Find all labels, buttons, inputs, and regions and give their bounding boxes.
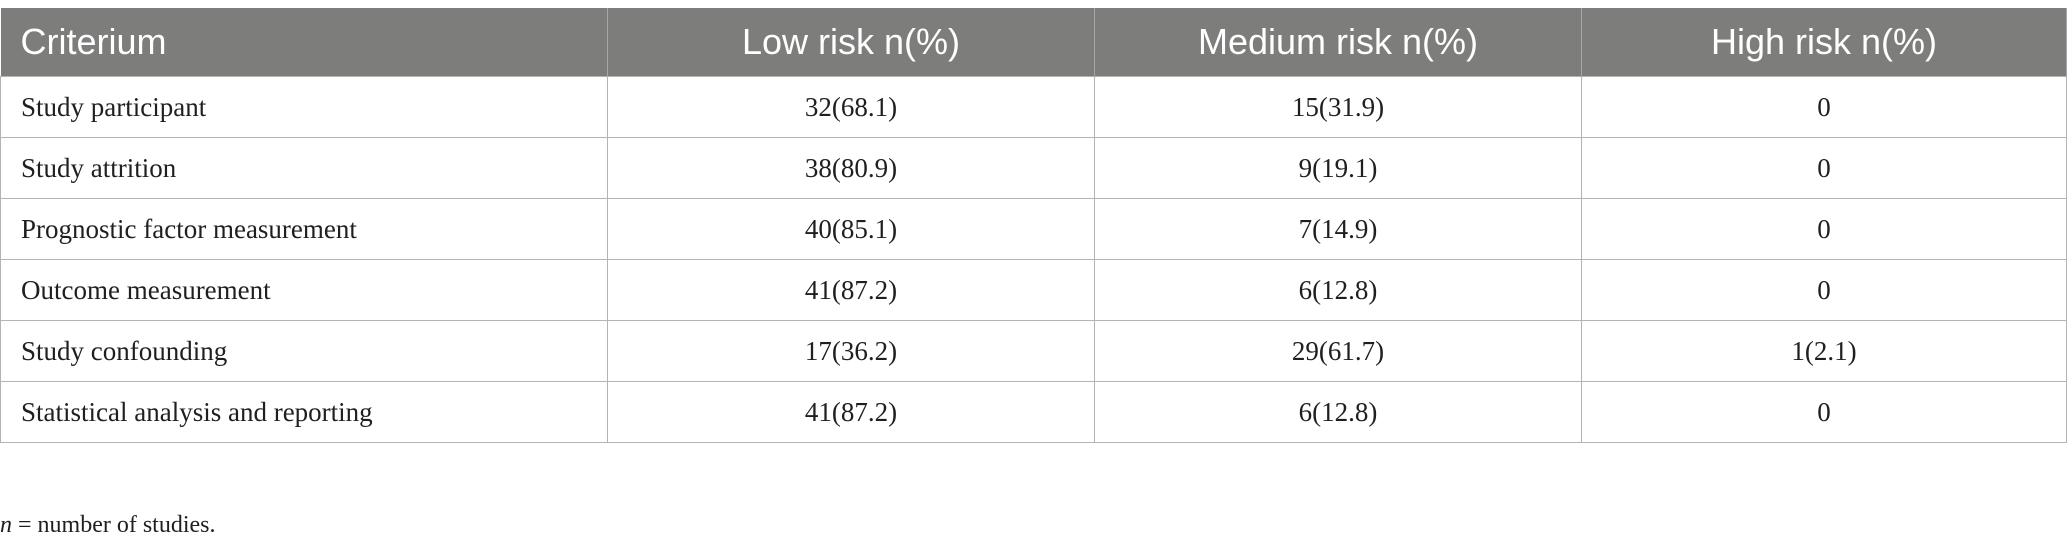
table-row: Study participant 32(68.1) 15(31.9) 0 bbox=[0, 76, 2067, 138]
header-criterium: Criterium bbox=[0, 8, 608, 77]
row-high-risk: 0 bbox=[1581, 259, 2067, 321]
row-medium-risk: 29(61.7) bbox=[1094, 320, 1582, 382]
row-medium-risk: 15(31.9) bbox=[1094, 76, 1582, 138]
row-high-risk: 0 bbox=[1581, 381, 2067, 443]
row-criterium: Study participant bbox=[0, 76, 608, 138]
header-medium-risk: Medium risk n(%) bbox=[1094, 8, 1582, 77]
row-criterium: Statistical analysis and reporting bbox=[0, 381, 608, 443]
row-medium-risk: 9(19.1) bbox=[1094, 137, 1582, 199]
row-low-risk: 41(87.2) bbox=[607, 259, 1095, 321]
table-footnote: n = number of studies. bbox=[0, 512, 216, 539]
row-low-risk: 40(85.1) bbox=[607, 198, 1095, 260]
table-row: Outcome measurement 41(87.2) 6(12.8) 0 bbox=[0, 259, 2067, 321]
row-low-risk: 41(87.2) bbox=[607, 381, 1095, 443]
row-low-risk: 38(80.9) bbox=[607, 137, 1095, 199]
footnote-text: = number of studies. bbox=[12, 512, 216, 538]
row-criterium: Outcome measurement bbox=[0, 259, 608, 321]
row-high-risk: 0 bbox=[1581, 198, 2067, 260]
header-low-risk: Low risk n(%) bbox=[607, 8, 1095, 77]
header-row: Criterium Low risk n(%) Medium risk n(%)… bbox=[0, 8, 2067, 77]
row-criterium: Study confounding bbox=[0, 320, 608, 382]
table-header: Criterium Low risk n(%) Medium risk n(%)… bbox=[0, 8, 2067, 77]
row-high-risk: 1(2.1) bbox=[1581, 320, 2067, 382]
row-low-risk: 17(36.2) bbox=[607, 320, 1095, 382]
risk-of-bias-table-container: Criterium Low risk n(%) Medium risk n(%)… bbox=[0, 8, 2067, 443]
table-body: Study participant 32(68.1) 15(31.9) 0 St… bbox=[0, 76, 2067, 443]
row-high-risk: 0 bbox=[1581, 76, 2067, 138]
footnote-symbol: n bbox=[0, 512, 12, 538]
row-criterium: Prognostic factor measurement bbox=[0, 198, 608, 260]
table-row: Statistical analysis and reporting 41(87… bbox=[0, 381, 2067, 443]
table-row: Study attrition 38(80.9) 9(19.1) 0 bbox=[0, 137, 2067, 199]
row-medium-risk: 6(12.8) bbox=[1094, 259, 1582, 321]
row-medium-risk: 7(14.9) bbox=[1094, 198, 1582, 260]
table-row: Prognostic factor measurement 40(85.1) 7… bbox=[0, 198, 2067, 260]
row-low-risk: 32(68.1) bbox=[607, 76, 1095, 138]
row-high-risk: 0 bbox=[1581, 137, 2067, 199]
row-criterium: Study attrition bbox=[0, 137, 608, 199]
table-row: Study confounding 17(36.2) 29(61.7) 1(2.… bbox=[0, 320, 2067, 382]
risk-of-bias-table: Criterium Low risk n(%) Medium risk n(%)… bbox=[0, 8, 2067, 443]
row-medium-risk: 6(12.8) bbox=[1094, 381, 1582, 443]
header-high-risk: High risk n(%) bbox=[1581, 8, 2067, 77]
